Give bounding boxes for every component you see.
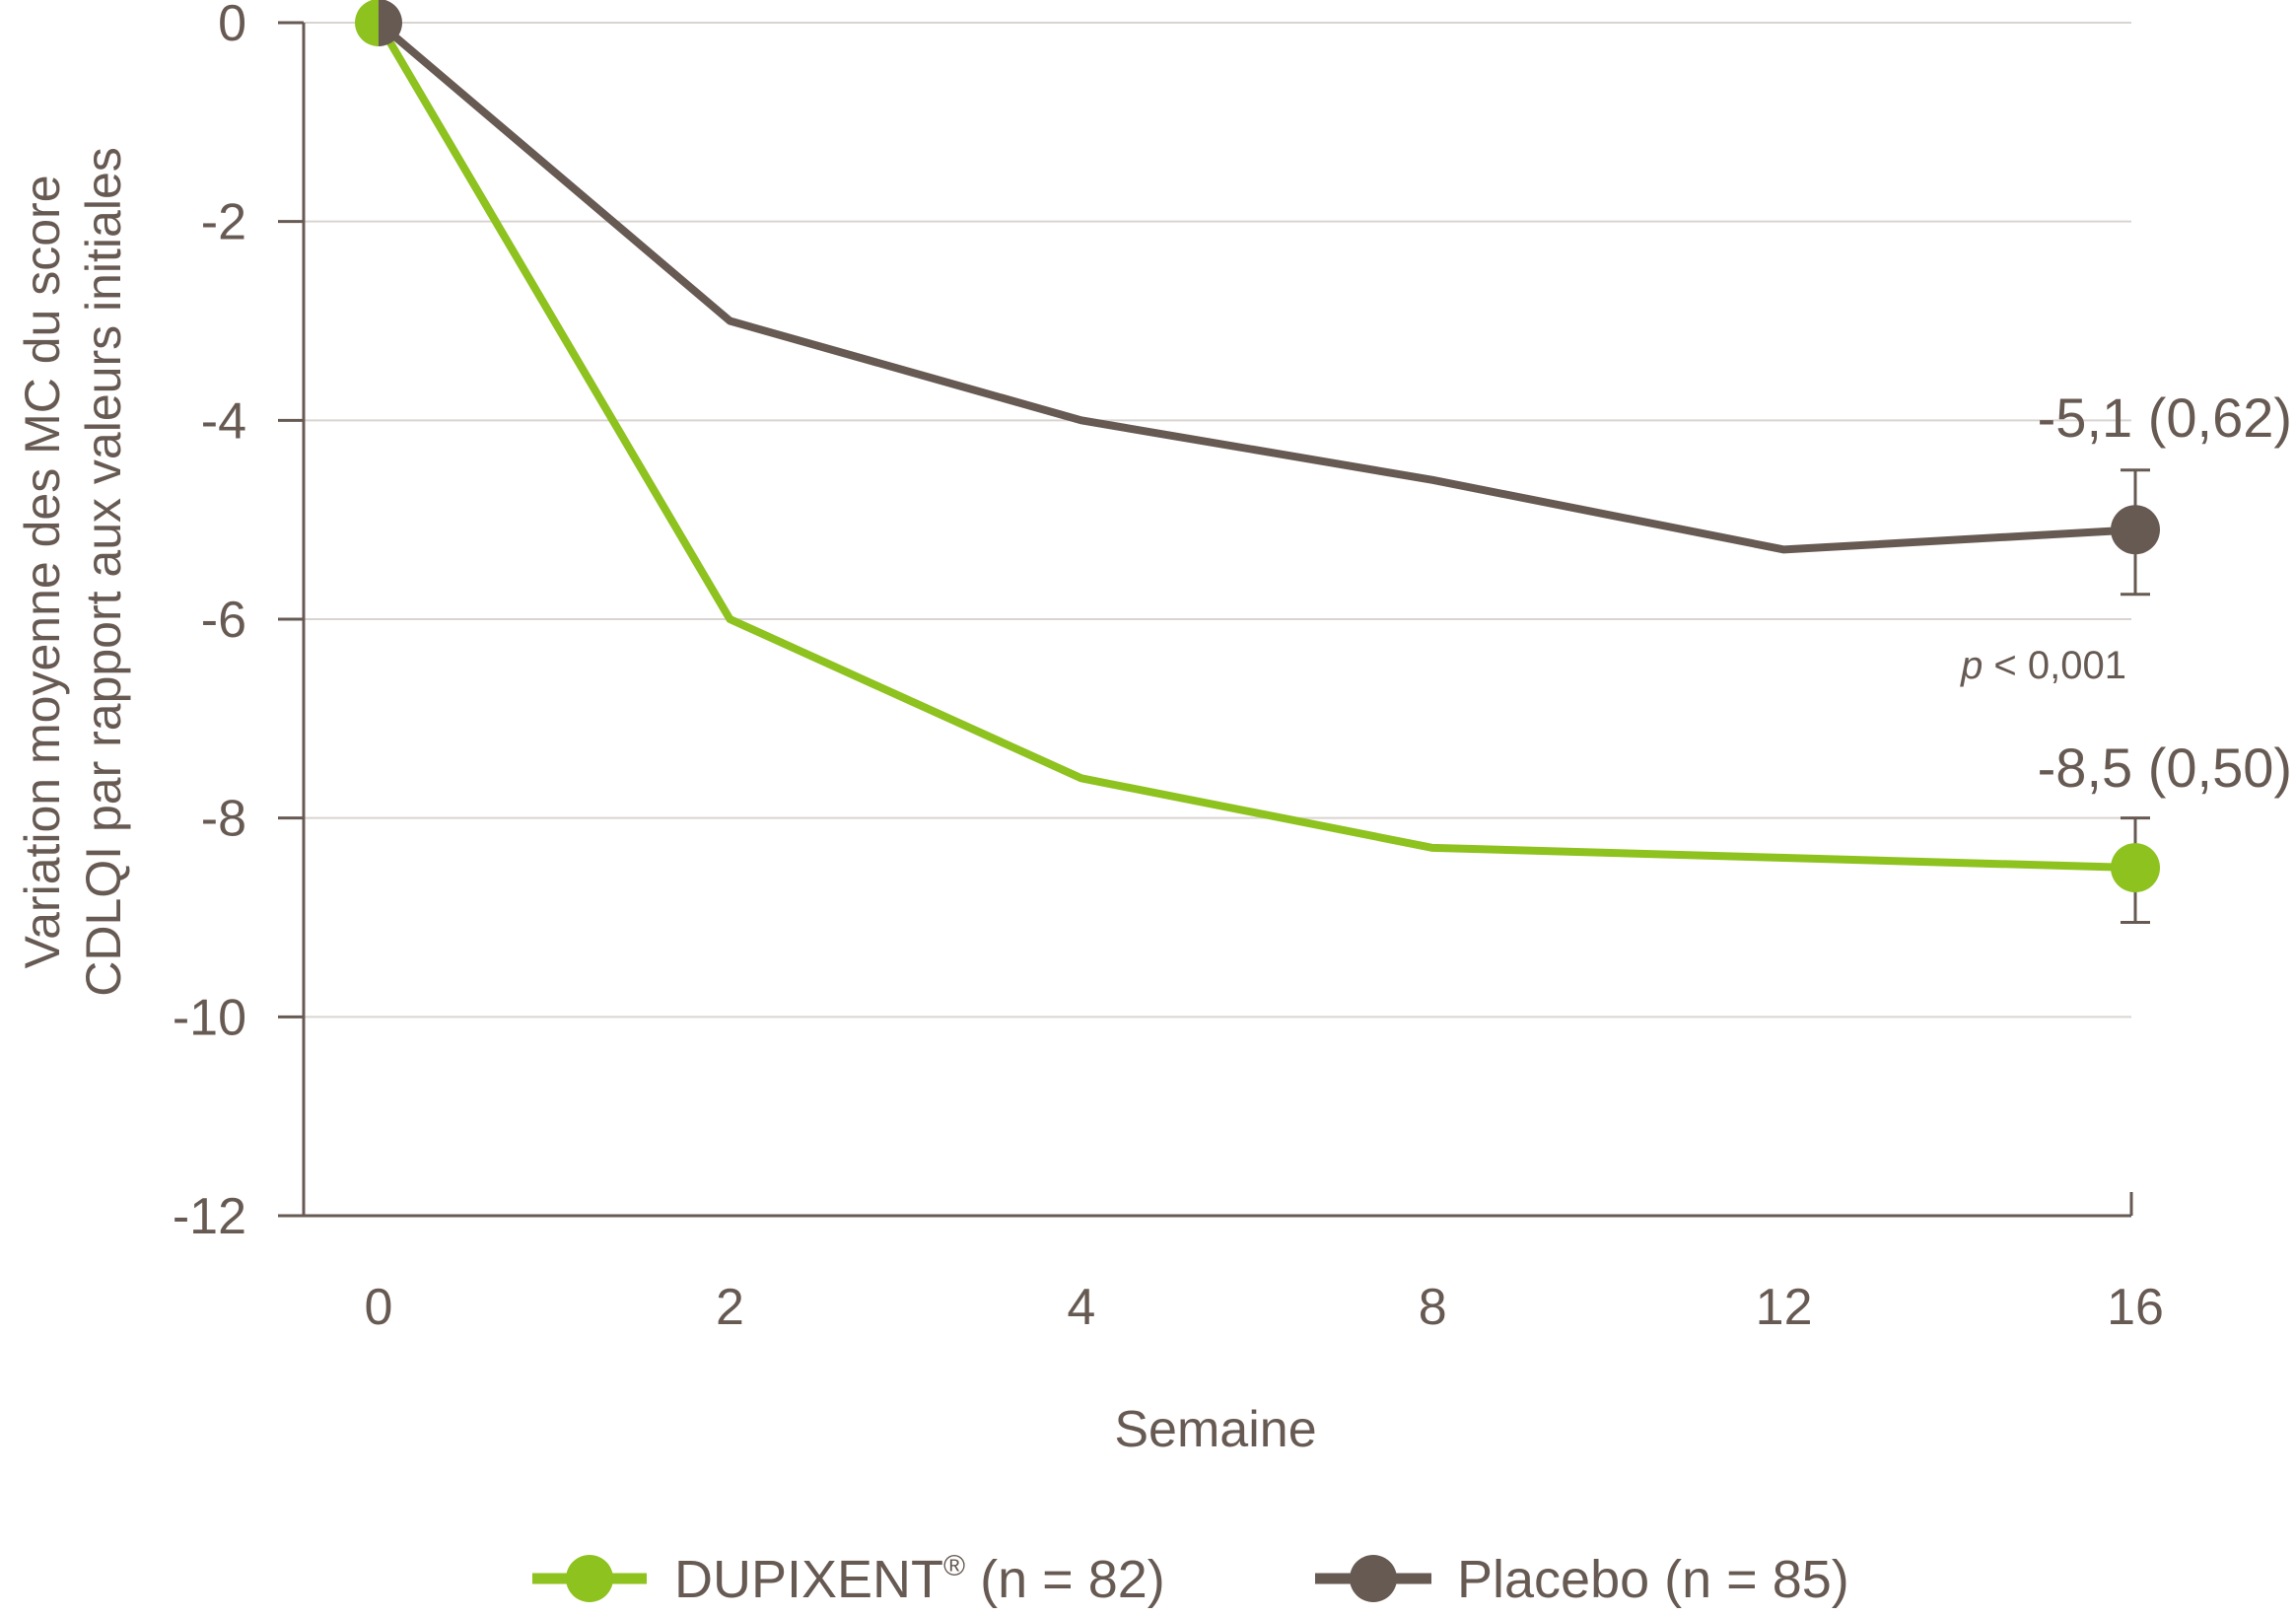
legend-dupixent-marker: [566, 1555, 613, 1602]
y-tick-label: -8: [201, 791, 246, 848]
axes: [278, 21, 2133, 1218]
series-layer: [355, 0, 2160, 925]
y-tick-label: -12: [173, 1188, 246, 1245]
grid: [304, 22, 2131, 1019]
legend-placebo-label: Placebo (n = 85): [1457, 1550, 1849, 1609]
y-tick-label: -6: [201, 592, 246, 649]
dupixent-end-marker: [2111, 843, 2160, 893]
start-marker-placebo-half: [379, 0, 402, 46]
x-tick-label: 16: [2107, 1279, 2164, 1336]
legend-dupixent-name: DUPIXENT: [674, 1550, 943, 1609]
legend: DUPIXENT® (n = 82) Placebo (n = 85): [532, 1550, 1849, 1609]
x-tick-label: 0: [365, 1279, 393, 1336]
y-tick-label: -2: [201, 194, 246, 251]
legend-dupixent-label: DUPIXENT® (n = 82): [674, 1550, 1165, 1609]
y-tick-label: -10: [173, 989, 246, 1046]
legend-dupixent-count: (n = 82): [965, 1550, 1165, 1609]
placebo-line: [375, 19, 2139, 554]
placebo-end-label: -5,1 (0,62): [2038, 386, 2292, 449]
placebo-end-marker: [2111, 505, 2160, 555]
y-tick-label: -4: [201, 392, 246, 450]
x-tick-label: 4: [1067, 1279, 1095, 1336]
dupixent-end-label: -8,5 (0,50): [2038, 737, 2292, 799]
y-axis-title-line1: Variation moyenne des MC du score: [15, 175, 70, 968]
p-threshold: < 0,001: [1983, 644, 2126, 687]
x-axis-title: Semaine: [1114, 1401, 1316, 1458]
x-tick-label: 8: [1419, 1279, 1447, 1336]
x-tick-labels: 0 2 4 8 12 16: [365, 1279, 2164, 1336]
p-value-annotation: p < 0,001: [1960, 644, 2126, 687]
y-axis-title-line2: CDLQI par rapport aux valeurs initiales: [76, 147, 131, 997]
legend-dupixent-registered-mark: ®: [943, 1550, 965, 1582]
dupixent-line: [375, 19, 2139, 873]
y-tick-label: 0: [218, 0, 246, 52]
start-marker-dupixent-half: [355, 0, 379, 46]
x-tick-label: 2: [716, 1279, 744, 1336]
x-tick-label: 12: [1756, 1279, 1813, 1336]
p-symbol: p: [1960, 644, 1983, 687]
y-tick-labels: 0 -2 -4 -6 -8 -10 -12: [173, 0, 246, 1245]
legend-placebo-marker: [1350, 1555, 1397, 1602]
